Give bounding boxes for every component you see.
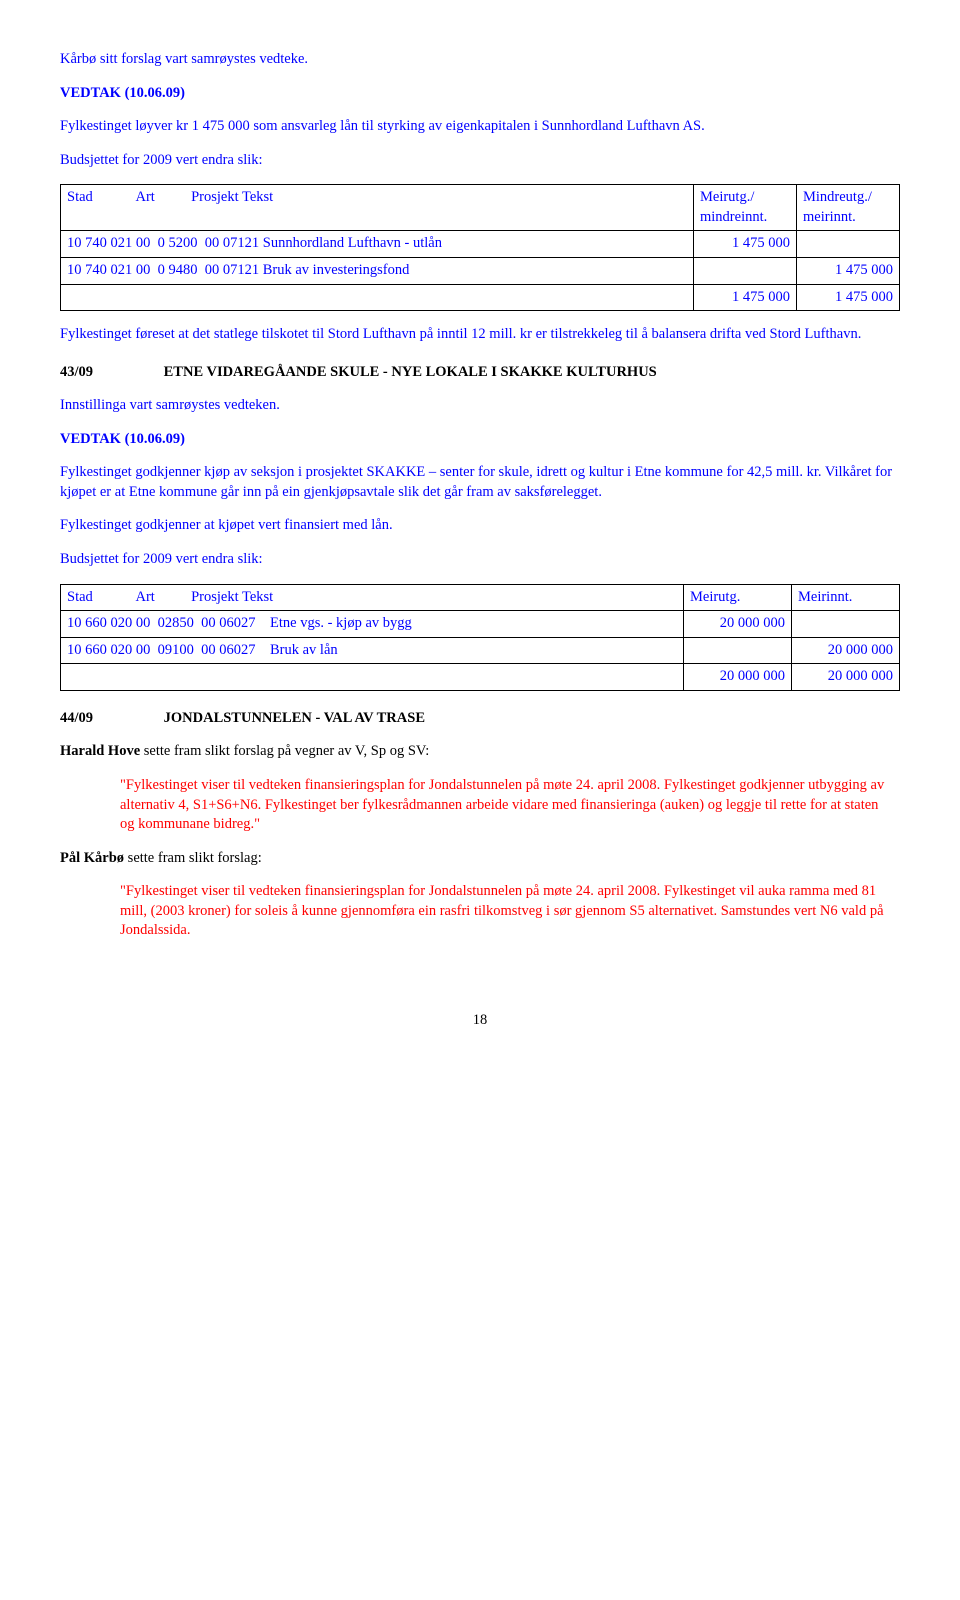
col-meirutg: Meirutg./ mindreinnt. bbox=[694, 185, 797, 231]
cell-total-meirutg: 20 000 000 bbox=[684, 664, 792, 691]
budget-table-2: Stad Art Prosjekt Tekst Meirutg. Meirinn… bbox=[60, 584, 900, 691]
table-header-row: Stad Art Prosjekt Tekst Meirutg. Meirinn… bbox=[61, 584, 900, 611]
section-44-heading: 44/09 JONDALSTUNNELEN - VAL AV TRASE bbox=[60, 709, 900, 729]
col-stad: Stad Art Prosjekt Tekst bbox=[61, 185, 694, 231]
cell-art: 09100 bbox=[158, 642, 194, 658]
cell-meirutg: 1 475 000 bbox=[694, 231, 797, 258]
cell-desc: 10 660 020 00 02850 00 06027 Etne vgs. -… bbox=[61, 611, 684, 638]
para-foreset: Fylkestinget føreset at det statlege til… bbox=[60, 325, 900, 345]
table-header-row: Stad Art Prosjekt Tekst Meirutg./ mindre… bbox=[61, 185, 900, 231]
hove-rest: sette fram slikt forslag på vegner av V,… bbox=[140, 743, 429, 759]
karbo-rest: sette fram slikt forslag: bbox=[124, 850, 262, 866]
section-43-title: ETNE VIDAREGÅANDE SKULE - NYE LOKALE I S… bbox=[164, 364, 657, 380]
hove-name: Harald Hove bbox=[60, 743, 140, 759]
karbo-intro: Pål Kårbø sette fram slikt forslag: bbox=[60, 849, 900, 869]
table-row: 10 660 020 00 09100 00 06027 Bruk av lån… bbox=[61, 637, 900, 664]
cell-meirutg: 20 000 000 bbox=[684, 611, 792, 638]
col-meirutg: Meirutg. bbox=[684, 584, 792, 611]
vedtak-heading-1: VEDTAK (10.06.09) bbox=[60, 84, 900, 104]
budsjett-intro-1: Budsjettet for 2009 vert endra slik: bbox=[60, 151, 900, 171]
page-number: 18 bbox=[60, 1011, 900, 1031]
cell-desc: 10 740 021 00 0 9480 00 07121 Bruk av in… bbox=[61, 257, 694, 284]
col-stad-label: Stad bbox=[67, 189, 93, 205]
col-stad: Stad Art Prosjekt Tekst bbox=[61, 584, 684, 611]
budsjett-intro-2: Budsjettet for 2009 vert endra slik: bbox=[60, 550, 900, 570]
cell-mindreutg bbox=[797, 231, 900, 258]
cell-art: 0 5200 bbox=[158, 235, 198, 251]
cell-meirutg bbox=[684, 637, 792, 664]
cell-stad: 10 740 021 00 bbox=[67, 235, 150, 251]
cell-art: 02850 bbox=[158, 615, 194, 631]
cell-prosjekt: 00 07121 bbox=[205, 262, 259, 278]
col-stad-label: Stad bbox=[67, 589, 93, 605]
section-44-title: JONDALSTUNNELEN - VAL AV TRASE bbox=[164, 710, 425, 726]
cell-desc: 10 740 021 00 0 5200 00 07121 Sunnhordla… bbox=[61, 231, 694, 258]
cell-meirinnt bbox=[792, 611, 900, 638]
section-44-num: 44/09 bbox=[60, 709, 160, 729]
cell-mindreutg: 1 475 000 bbox=[797, 257, 900, 284]
hove-quote: "Fylkestinget viser til vedteken finansi… bbox=[120, 776, 895, 835]
col-meirinnt: Meirinnt. bbox=[792, 584, 900, 611]
budget-table-1: Stad Art Prosjekt Tekst Meirutg./ mindre… bbox=[60, 184, 900, 311]
col-art-label: Art bbox=[135, 189, 154, 205]
intro-para: Kårbø sitt forslag vart samrøystes vedte… bbox=[60, 50, 900, 70]
table-total-row: 1 475 000 1 475 000 bbox=[61, 284, 900, 311]
karbo-name: Pål Kårbø bbox=[60, 850, 124, 866]
cell-stad: 10 660 020 00 bbox=[67, 615, 150, 631]
para-godkjenner-kjop: Fylkestinget godkjenner kjøp av seksjon … bbox=[60, 463, 900, 502]
cell-tekst: Sunnhordland Lufthavn - utlån bbox=[263, 235, 442, 251]
karbo-quote: "Fylkestinget viser til vedteken finansi… bbox=[120, 882, 895, 941]
hove-intro: Harald Hove sette fram slikt forslag på … bbox=[60, 742, 900, 762]
cell-tekst: Bruk av lån bbox=[270, 642, 338, 658]
section-43-heading: 43/09 ETNE VIDAREGÅANDE SKULE - NYE LOKA… bbox=[60, 363, 900, 383]
para-godkjenner-lan: Fylkestinget godkjenner at kjøpet vert f… bbox=[60, 516, 900, 536]
cell-tekst: Bruk av investeringsfond bbox=[263, 262, 410, 278]
table-row: 10 740 021 00 0 9480 00 07121 Bruk av in… bbox=[61, 257, 900, 284]
cell-meirinnt: 20 000 000 bbox=[792, 637, 900, 664]
para-loyver: Fylkestinget løyver kr 1 475 000 som ans… bbox=[60, 117, 900, 137]
cell-total-meirutg: 1 475 000 bbox=[694, 284, 797, 311]
cell-prosjekt: 00 07121 bbox=[205, 235, 259, 251]
innstilling-para: Innstillinga vart samrøystes vedteken. bbox=[60, 396, 900, 416]
col-mindreutg: Mindreutg./ meirinnt. bbox=[797, 185, 900, 231]
section-43-num: 43/09 bbox=[60, 363, 160, 383]
cell-prosjekt: 00 06027 bbox=[201, 642, 255, 658]
cell-art: 0 9480 bbox=[158, 262, 198, 278]
cell-meirutg bbox=[694, 257, 797, 284]
col-art-label: Art bbox=[135, 589, 154, 605]
cell-desc: 10 660 020 00 09100 00 06027 Bruk av lån bbox=[61, 637, 684, 664]
cell-empty bbox=[61, 664, 684, 691]
cell-prosjekt: 00 06027 bbox=[201, 615, 255, 631]
cell-total-meirinnt: 20 000 000 bbox=[792, 664, 900, 691]
document-page: Kårbø sitt forslag vart samrøystes vedte… bbox=[0, 0, 960, 1070]
cell-tekst: Etne vgs. - kjøp av bygg bbox=[270, 615, 412, 631]
col-prosjekt-label: Prosjekt bbox=[191, 589, 239, 605]
cell-stad: 10 740 021 00 bbox=[67, 262, 150, 278]
table-row: 10 740 021 00 0 5200 00 07121 Sunnhordla… bbox=[61, 231, 900, 258]
cell-total-mindreutg: 1 475 000 bbox=[797, 284, 900, 311]
cell-empty bbox=[61, 284, 694, 311]
cell-stad: 10 660 020 00 bbox=[67, 642, 150, 658]
col-prosjekt-label: Prosjekt bbox=[191, 189, 239, 205]
table-row: 10 660 020 00 02850 00 06027 Etne vgs. -… bbox=[61, 611, 900, 638]
col-tekst-label: Tekst bbox=[242, 189, 273, 205]
col-tekst-label: Tekst bbox=[242, 589, 273, 605]
table-total-row: 20 000 000 20 000 000 bbox=[61, 664, 900, 691]
vedtak-heading-2: VEDTAK (10.06.09) bbox=[60, 430, 900, 450]
